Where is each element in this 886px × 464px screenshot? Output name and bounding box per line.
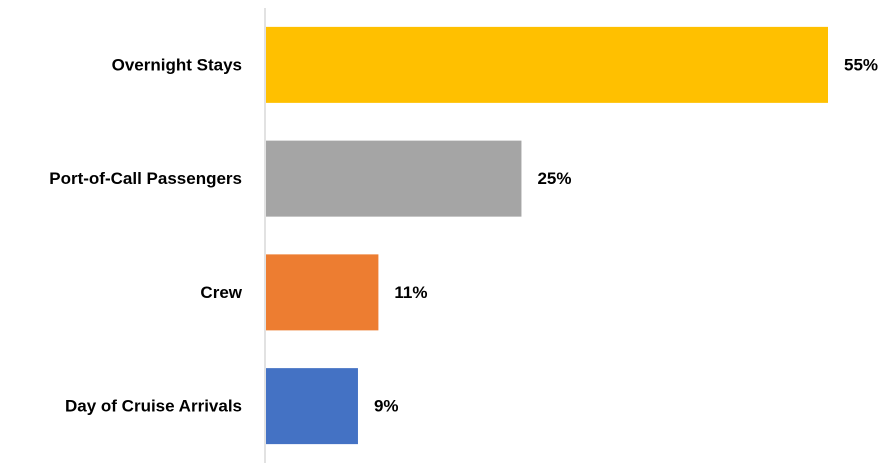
data-labels-group: 55% 25% 11% 9% <box>374 55 878 415</box>
category-label: Port-of-Call Passengers <box>49 169 242 188</box>
bar-port-of-call-passengers <box>266 140 522 217</box>
category-label: Crew <box>200 283 242 302</box>
bar-day-of-cruise-arrivals <box>266 368 358 445</box>
data-label: 11% <box>394 283 427 302</box>
data-label: 25% <box>537 169 571 188</box>
bar-overnight-stays <box>266 26 828 103</box>
data-label: 55% <box>844 55 878 74</box>
bar-crew <box>266 254 379 331</box>
category-labels-group: Overnight Stays Port-of-Call Passengers Cr… <box>49 55 243 415</box>
data-label: 9% <box>374 397 399 416</box>
category-label: Day of Cruise Arrivals <box>65 397 242 416</box>
bars-group <box>266 26 828 445</box>
category-label: Overnight Stays <box>112 55 242 74</box>
